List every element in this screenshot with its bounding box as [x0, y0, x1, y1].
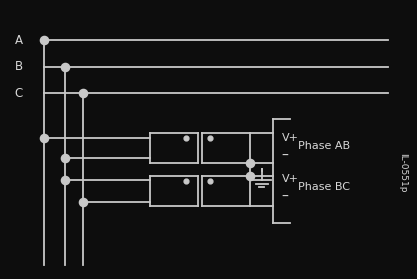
- Point: [40, 136, 47, 140]
- Point: [183, 136, 189, 140]
- Point: [61, 155, 68, 160]
- Text: C: C: [15, 87, 23, 100]
- Text: –: –: [281, 149, 288, 163]
- Point: [183, 179, 189, 184]
- Point: [80, 91, 87, 96]
- Point: [61, 65, 68, 69]
- Text: –: –: [281, 190, 288, 204]
- Point: [247, 174, 254, 178]
- Point: [61, 178, 68, 182]
- Point: [207, 136, 214, 140]
- Text: V+: V+: [281, 174, 299, 184]
- Point: [247, 161, 254, 165]
- Text: Phase AB: Phase AB: [298, 141, 350, 151]
- Text: V+: V+: [281, 133, 299, 143]
- Point: [80, 200, 87, 205]
- Text: B: B: [15, 61, 23, 73]
- Text: A: A: [15, 34, 23, 47]
- Point: [40, 38, 47, 43]
- Text: IL-0551p: IL-0551p: [398, 153, 407, 193]
- Text: Phase BC: Phase BC: [298, 182, 350, 192]
- Point: [207, 179, 214, 184]
